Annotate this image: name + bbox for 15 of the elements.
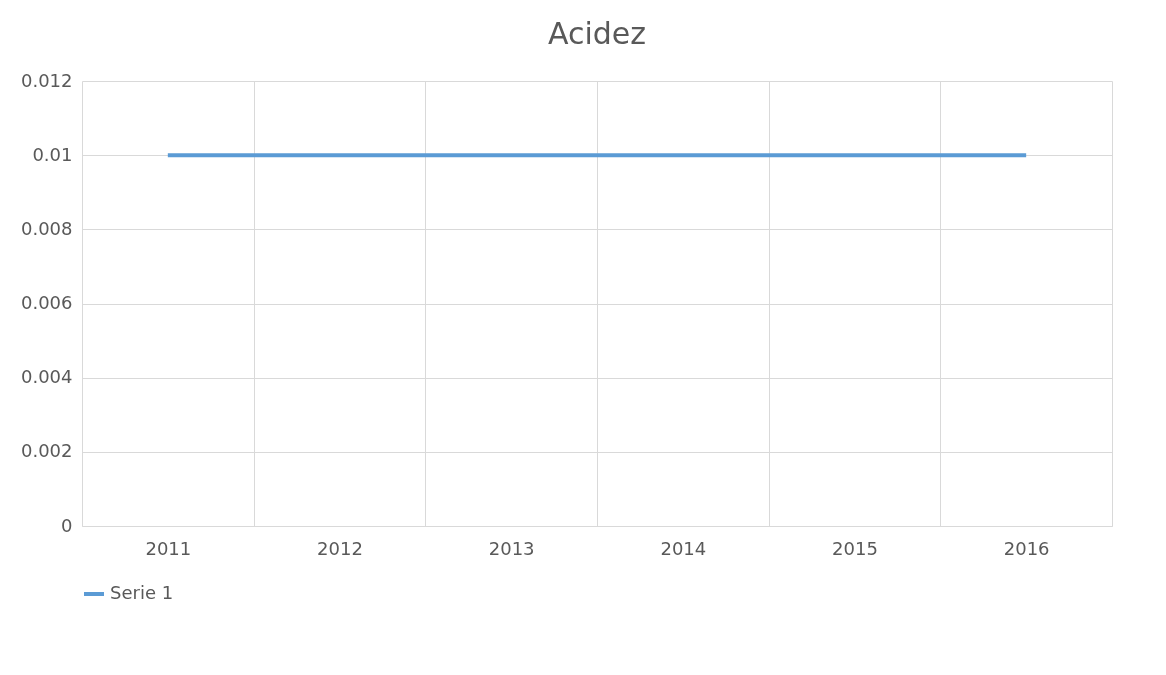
y-tick-label: 0.006 — [20, 292, 73, 313]
y-tick-label: 0.002 — [20, 440, 73, 462]
y-tick-label: 0.008 — [20, 217, 73, 239]
y-tick-label: 0.004 — [20, 366, 73, 388]
x-tick-label: 2013 — [488, 537, 535, 559]
x-tick-label: 2014 — [660, 537, 707, 559]
x-tick-label: 2015 — [832, 537, 878, 559]
y-tick-label: 0.012 — [20, 69, 73, 91]
legend-label: Serie 1 — [110, 582, 174, 603]
y-tick-label: 0 — [61, 514, 73, 536]
x-tick-label: 2011 — [145, 537, 192, 559]
x-tick-label: 2012 — [317, 537, 363, 559]
chart-title: Acidez — [547, 16, 647, 51]
x-tick-label: 2016 — [1003, 537, 1050, 559]
y-tick-label: 0.01 — [32, 143, 73, 165]
